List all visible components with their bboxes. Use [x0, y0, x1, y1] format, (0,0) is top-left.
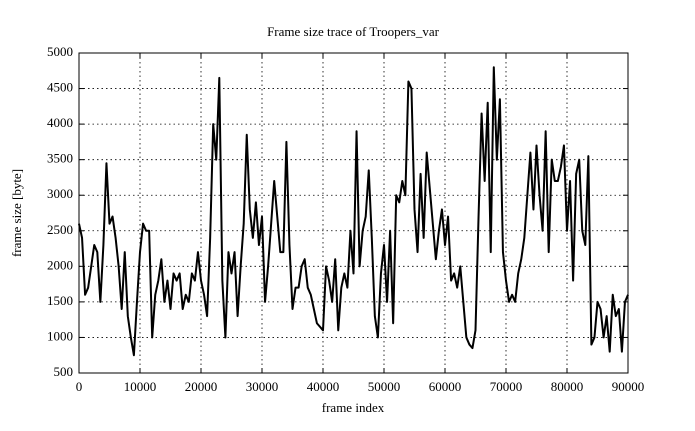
- x-tick-label: 20000: [185, 379, 218, 394]
- x-tick-label: 80000: [551, 379, 584, 394]
- y-tick-label: 500: [54, 364, 74, 379]
- y-axis-label: frame size [byte]: [9, 169, 24, 257]
- y-tick-label: 2500: [47, 222, 73, 237]
- y-tick-label: 2000: [47, 257, 73, 272]
- y-tick-label: 3000: [47, 186, 73, 201]
- x-tick-label: 10000: [124, 379, 157, 394]
- chart-title: Frame size trace of Troopers_var: [267, 24, 440, 39]
- y-tick-label: 3500: [47, 151, 73, 166]
- x-tick-label: 60000: [429, 379, 462, 394]
- x-axis-label: frame index: [322, 400, 385, 415]
- y-tick-label: 4500: [47, 80, 73, 95]
- x-tick-label: 70000: [490, 379, 523, 394]
- x-tick-label: 0: [76, 379, 83, 394]
- plot-frame: [78, 52, 629, 374]
- data-line: [78, 66, 629, 357]
- x-tick-label: 90000: [612, 379, 645, 394]
- y-tick-label: 1000: [47, 328, 73, 343]
- y-tick-label: 4000: [47, 115, 73, 130]
- y-tick-label: 1500: [47, 293, 73, 308]
- y-tick-label: 5000: [47, 44, 73, 59]
- x-tick-label: 50000: [368, 379, 401, 394]
- x-tick-label: 30000: [246, 379, 279, 394]
- x-tick-label: 40000: [307, 379, 340, 394]
